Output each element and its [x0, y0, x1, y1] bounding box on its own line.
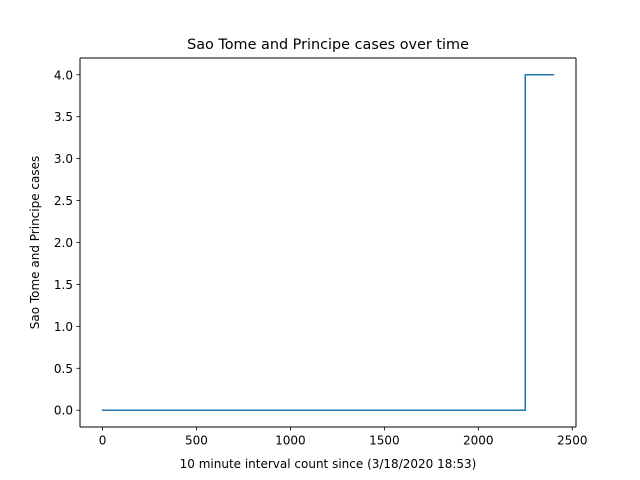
x-tick-label: 2500 — [557, 434, 588, 448]
series-layer — [101, 74, 555, 411]
x-tick-label: 2000 — [463, 434, 494, 448]
x-tick-label: 1500 — [369, 434, 400, 448]
x-tick-label: 500 — [185, 434, 208, 448]
x-tick-label: 0 — [99, 434, 107, 448]
x-axis-label: 10 minute interval count since (3/18/202… — [180, 457, 477, 471]
y-tick-label: 0.0 — [54, 404, 73, 418]
chart-title: Sao Tome and Principe cases over time — [187, 37, 469, 53]
y-axis: 0.0 0.5 1.0 1.5 2.0 2.5 3.0 3.5 4.0 — [54, 68, 80, 418]
y-tick-label: 1.5 — [54, 278, 73, 292]
plot-area — [80, 58, 576, 427]
y-tick-label: 2.5 — [54, 194, 73, 208]
y-tick-label: 2.0 — [54, 236, 73, 250]
y-tick-label: 0.5 — [54, 362, 73, 376]
plot-background — [80, 58, 576, 427]
y-tick-label: 3.5 — [54, 110, 73, 124]
series-line — [101, 74, 555, 411]
x-tick-label: 1000 — [275, 434, 306, 448]
y-tick-label: 4.0 — [54, 68, 73, 82]
x-axis: 0 500 1000 1500 2000 2500 — [99, 427, 588, 448]
plot-frame — [79, 57, 577, 428]
y-tick-label: 3.0 — [54, 152, 73, 166]
y-tick-label: 1.0 — [54, 320, 73, 334]
y-axis-label: Sao Tome and Principe cases — [28, 156, 42, 330]
